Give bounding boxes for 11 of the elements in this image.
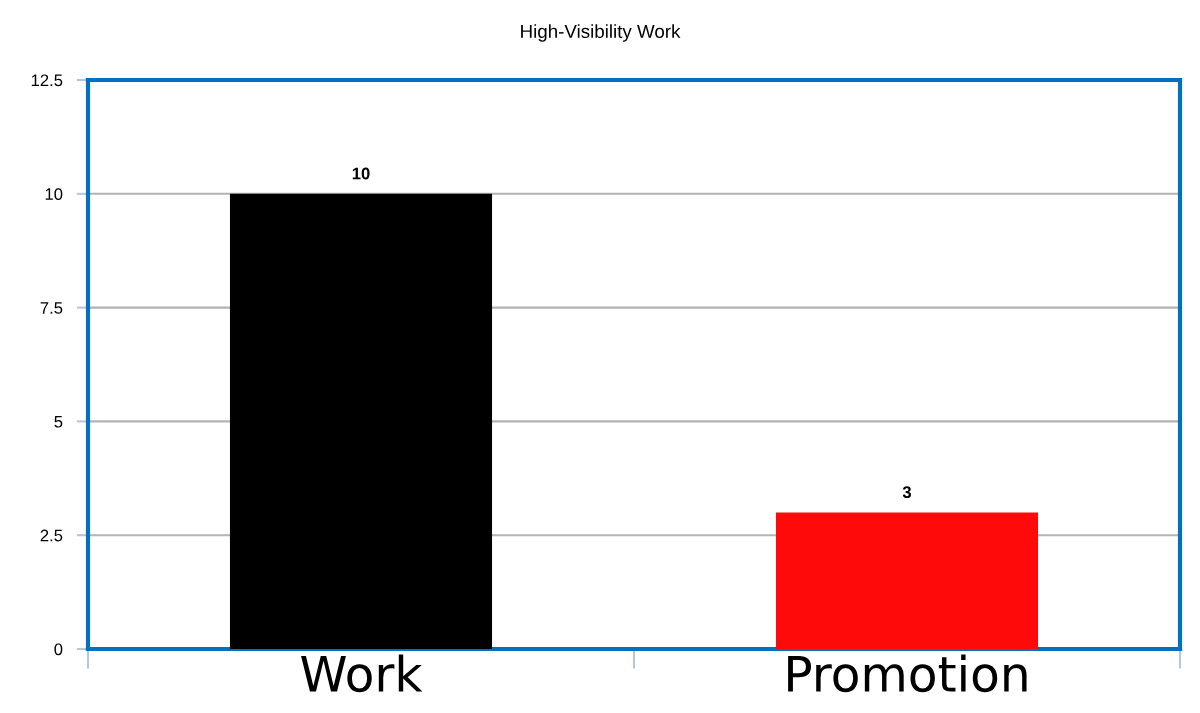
data-label: 3	[902, 486, 912, 499]
y-tick-label: 0	[54, 643, 63, 656]
y-tick-label: 10	[45, 188, 63, 200]
y-tick-label: 12.5	[31, 74, 63, 87]
y-tick-label: 5	[54, 415, 63, 428]
y-tick-label: 2.5	[40, 529, 63, 542]
x-tick-label: Promotion	[788, 654, 1027, 693]
x-tick-label: Work	[301, 654, 423, 693]
y-tick-label: 7.5	[40, 302, 63, 314]
data-label: 10	[352, 167, 370, 180]
chart-title: High-Visibility Work	[521, 24, 681, 42]
